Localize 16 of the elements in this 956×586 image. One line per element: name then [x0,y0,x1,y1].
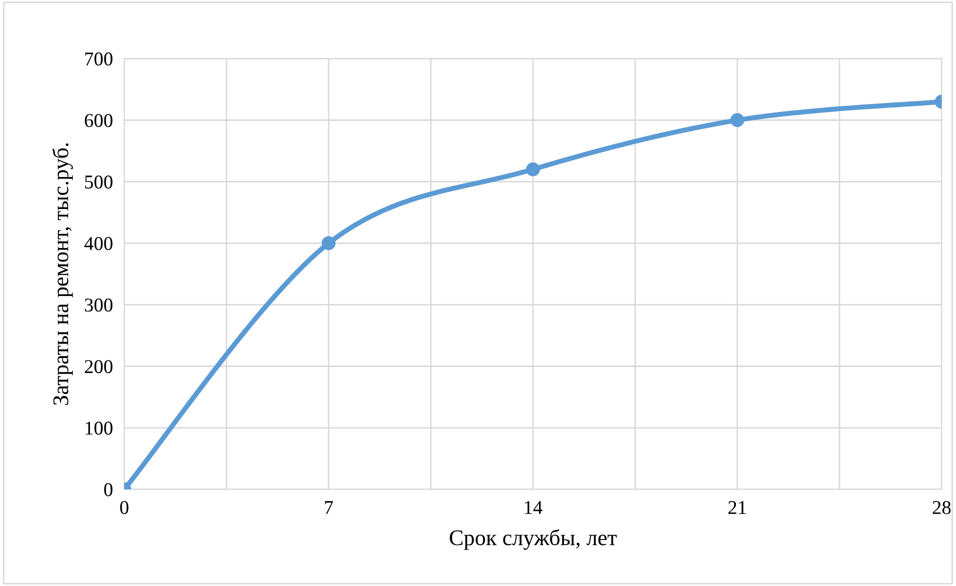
x-tick-label: 28 [932,500,951,514]
y-tick-label: 0 [104,483,112,496]
point [526,162,540,176]
x-axis-title: Срок службы, лет [450,529,617,550]
y-tick-label: 300 [84,298,112,312]
y-tick-label: 700 [85,52,112,66]
y-tick-label: 200 [84,360,112,374]
x-tick-label: 0 [120,500,128,514]
y-axis-title: Затраты на ремонт, тыс.руб. [52,143,73,405]
y-tick-label: 500 [85,175,112,189]
x-tick-label: 7 [325,501,333,514]
x-tick-label: 21 [728,501,746,514]
x-tick-label: 14 [524,501,542,514]
y-tick-label: 600 [84,114,112,128]
y-tick-label: 400 [84,237,112,250]
y-tick-label: 100 [86,422,112,435]
